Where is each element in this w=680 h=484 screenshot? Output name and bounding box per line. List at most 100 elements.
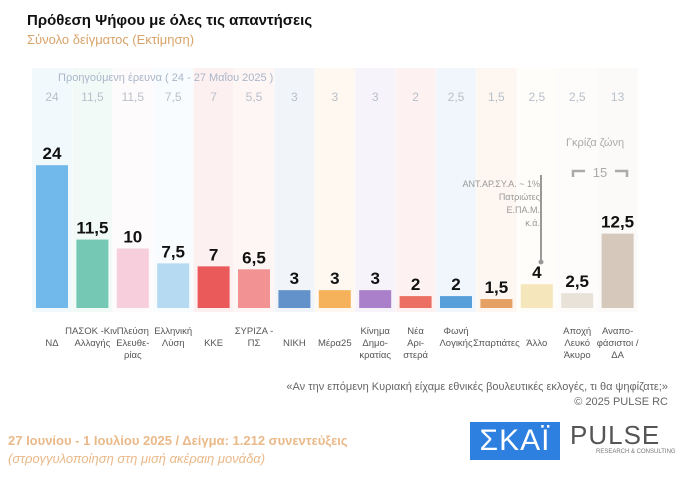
gray-zone-value: 15 [593, 165, 607, 180]
category-label: ΝΔ [45, 338, 59, 349]
category-label: Κίνημα [360, 326, 390, 337]
column-background [355, 68, 396, 312]
pulse-logo-subtitle: RESEARCH & CONSULTING [596, 449, 676, 455]
bar [278, 290, 311, 308]
category-label: κρατίας [359, 350, 391, 361]
category-label: Φωνή [443, 326, 468, 337]
bar [36, 165, 68, 308]
category-label: Μέρα25 [318, 338, 352, 349]
category-label: Λογικής [439, 338, 473, 349]
value-label: 11,5 [76, 219, 108, 238]
bar [197, 266, 230, 308]
bar [480, 299, 513, 308]
category-label: Άκυρο [564, 350, 591, 361]
pulse-logo: PULSE [570, 420, 661, 450]
category-label: στερά [403, 350, 428, 361]
previous-value-label: 2,5 [448, 90, 465, 104]
column-background [436, 68, 476, 312]
value-label: 1,5 [485, 278, 509, 297]
category-label: Σπαρτιάτες [473, 338, 520, 349]
value-label: 7,5 [161, 242, 185, 261]
category-label: Αποχή [563, 326, 591, 337]
value-label: 3 [330, 269, 339, 288]
note-line: Πατριώτες [498, 192, 540, 202]
category-label: ρίας [124, 350, 142, 361]
previous-value-label: 11,5 [122, 90, 145, 104]
column-background [395, 68, 436, 312]
value-label: 12,5 [601, 213, 634, 232]
bar [601, 233, 634, 308]
chart-subtitle: Σύνολο δείγματος (Εκτίμηση) [27, 32, 195, 47]
rounding-note: (στρογγυλοποίηση στη μισή ακέραιη μονάδα… [8, 451, 266, 466]
value-label: 24 [43, 144, 62, 163]
category-label: Λευκό [564, 338, 590, 349]
category-label: Ελευθε- [116, 338, 149, 349]
previous-value-label: 1,5 [488, 90, 505, 104]
value-label: 6,5 [242, 248, 266, 267]
previous-value-label: 2,5 [528, 90, 545, 104]
column-background [274, 68, 315, 312]
category-label: ΚΚΕ [204, 338, 223, 349]
note-line: κ.ά. [525, 218, 540, 228]
bar [157, 263, 190, 308]
category-label: φάσιστοι / [597, 338, 639, 349]
previous-value-label: 13 [611, 90, 625, 104]
previous-value-label: 2,5 [569, 90, 586, 104]
category-label: Αναπο- [602, 326, 633, 337]
category-label: ΔΑ [611, 350, 624, 361]
previous-value-label: 3 [291, 90, 298, 104]
bar [399, 296, 432, 308]
value-label: 10 [123, 228, 142, 247]
value-label: 2 [411, 275, 420, 294]
category-label: Πλεύση [117, 326, 149, 337]
category-label: Άλλο [526, 338, 547, 349]
bar [318, 290, 351, 308]
bar [520, 284, 553, 308]
skai-logo: ΣΚΑΪ [470, 422, 560, 460]
category-label: ΠΑΣΟΚ -Κιν. [65, 326, 119, 337]
value-label: 3 [290, 269, 299, 288]
note-line: Ε.ΠΑ.Μ. [506, 205, 540, 215]
category-label: Δημο- [362, 338, 388, 349]
gray-zone-bracket [571, 169, 629, 177]
column-background [476, 68, 517, 312]
previous-value-label: 11,5 [81, 90, 104, 104]
category-label: ΝΙΚΗ [283, 338, 306, 349]
column-background [314, 68, 355, 312]
other-note: ΑΝΤ.ΑΡ.ΣΥ.Α. ~ 1% Πατριώτες Ε.ΠΑ.Μ. κ.ά. [440, 178, 540, 230]
previous-value-label: 7 [210, 90, 217, 104]
category-label: Νέα [407, 326, 424, 337]
column-background [516, 68, 557, 312]
value-label: 7 [209, 245, 218, 264]
category-label: Ελληνική [154, 326, 192, 337]
note-line: ΑΝΤ.ΑΡ.ΣΥ.Α. ~ 1% [462, 179, 540, 189]
copyright: © 2025 PULSE RC [574, 396, 668, 408]
bar [116, 248, 149, 308]
previous-value-label: 7,5 [165, 90, 182, 104]
previous-value-label: 3 [372, 90, 379, 104]
previous-value-label: 3 [331, 90, 338, 104]
bar [76, 239, 109, 308]
bar [561, 293, 594, 308]
previous-value-label: 2 [412, 90, 419, 104]
survey-dates-sample: 27 Ιουνίου - 1 Ιουλίου 2025 / Δείγμα: 1.… [8, 433, 348, 448]
previous-value-label: 24 [45, 90, 59, 104]
category-label: Λύση [162, 338, 185, 349]
bar [440, 296, 472, 308]
category-label: ΠΣ [248, 338, 261, 349]
previous-survey-label: Προηγούμενη έρευνα ( 24 - 27 Μαΐου 2025 … [58, 72, 274, 84]
previous-value-label: 5,5 [246, 90, 263, 104]
note-leader-dot [538, 259, 544, 265]
survey-question: «Αν την επόμενη Κυριακή είχαμε εθνικές β… [286, 381, 668, 393]
category-label: Αλλαγής [75, 338, 111, 349]
gray-zone-label: Γκρίζα ζώνη [566, 137, 625, 149]
chart-title: Πρόθεση Ψήφου με όλες τις απαντήσεις [27, 12, 313, 29]
column-background [557, 68, 598, 312]
category-label: Αρι- [407, 338, 424, 349]
bar [359, 290, 392, 308]
category-label: ΣΥΡΙΖΑ - [235, 326, 274, 337]
value-label: 4 [532, 263, 542, 282]
value-label: 2 [451, 275, 460, 294]
bar [238, 269, 270, 308]
